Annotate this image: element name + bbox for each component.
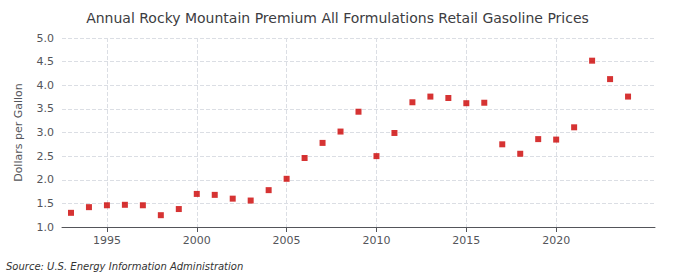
svg-text:3.5: 3.5	[37, 102, 55, 115]
svg-text:1995: 1995	[93, 234, 121, 247]
svg-text:2.5: 2.5	[37, 150, 55, 163]
svg-text:2015: 2015	[452, 234, 480, 247]
svg-text:2020: 2020	[542, 234, 570, 247]
svg-text:2000: 2000	[183, 234, 211, 247]
svg-text:5.0: 5.0	[37, 32, 55, 45]
svg-text:Source: U.S. Energy Informatio: Source: U.S. Energy Information Administ…	[6, 261, 243, 272]
svg-text:1.5: 1.5	[37, 197, 55, 210]
svg-text:Annual Rocky Mountain Premium: Annual Rocky Mountain Premium All Formul…	[86, 10, 589, 26]
svg-text:2.0: 2.0	[37, 173, 55, 186]
svg-text:2010: 2010	[362, 234, 390, 247]
svg-text:4.5: 4.5	[37, 55, 55, 68]
svg-text:4.0: 4.0	[37, 79, 55, 92]
svg-text:2005: 2005	[273, 234, 301, 247]
svg-text:1.0: 1.0	[37, 221, 55, 234]
svg-text:Dollars per Gallon: Dollars per Gallon	[12, 83, 25, 182]
svg-text:3.0: 3.0	[37, 126, 55, 139]
